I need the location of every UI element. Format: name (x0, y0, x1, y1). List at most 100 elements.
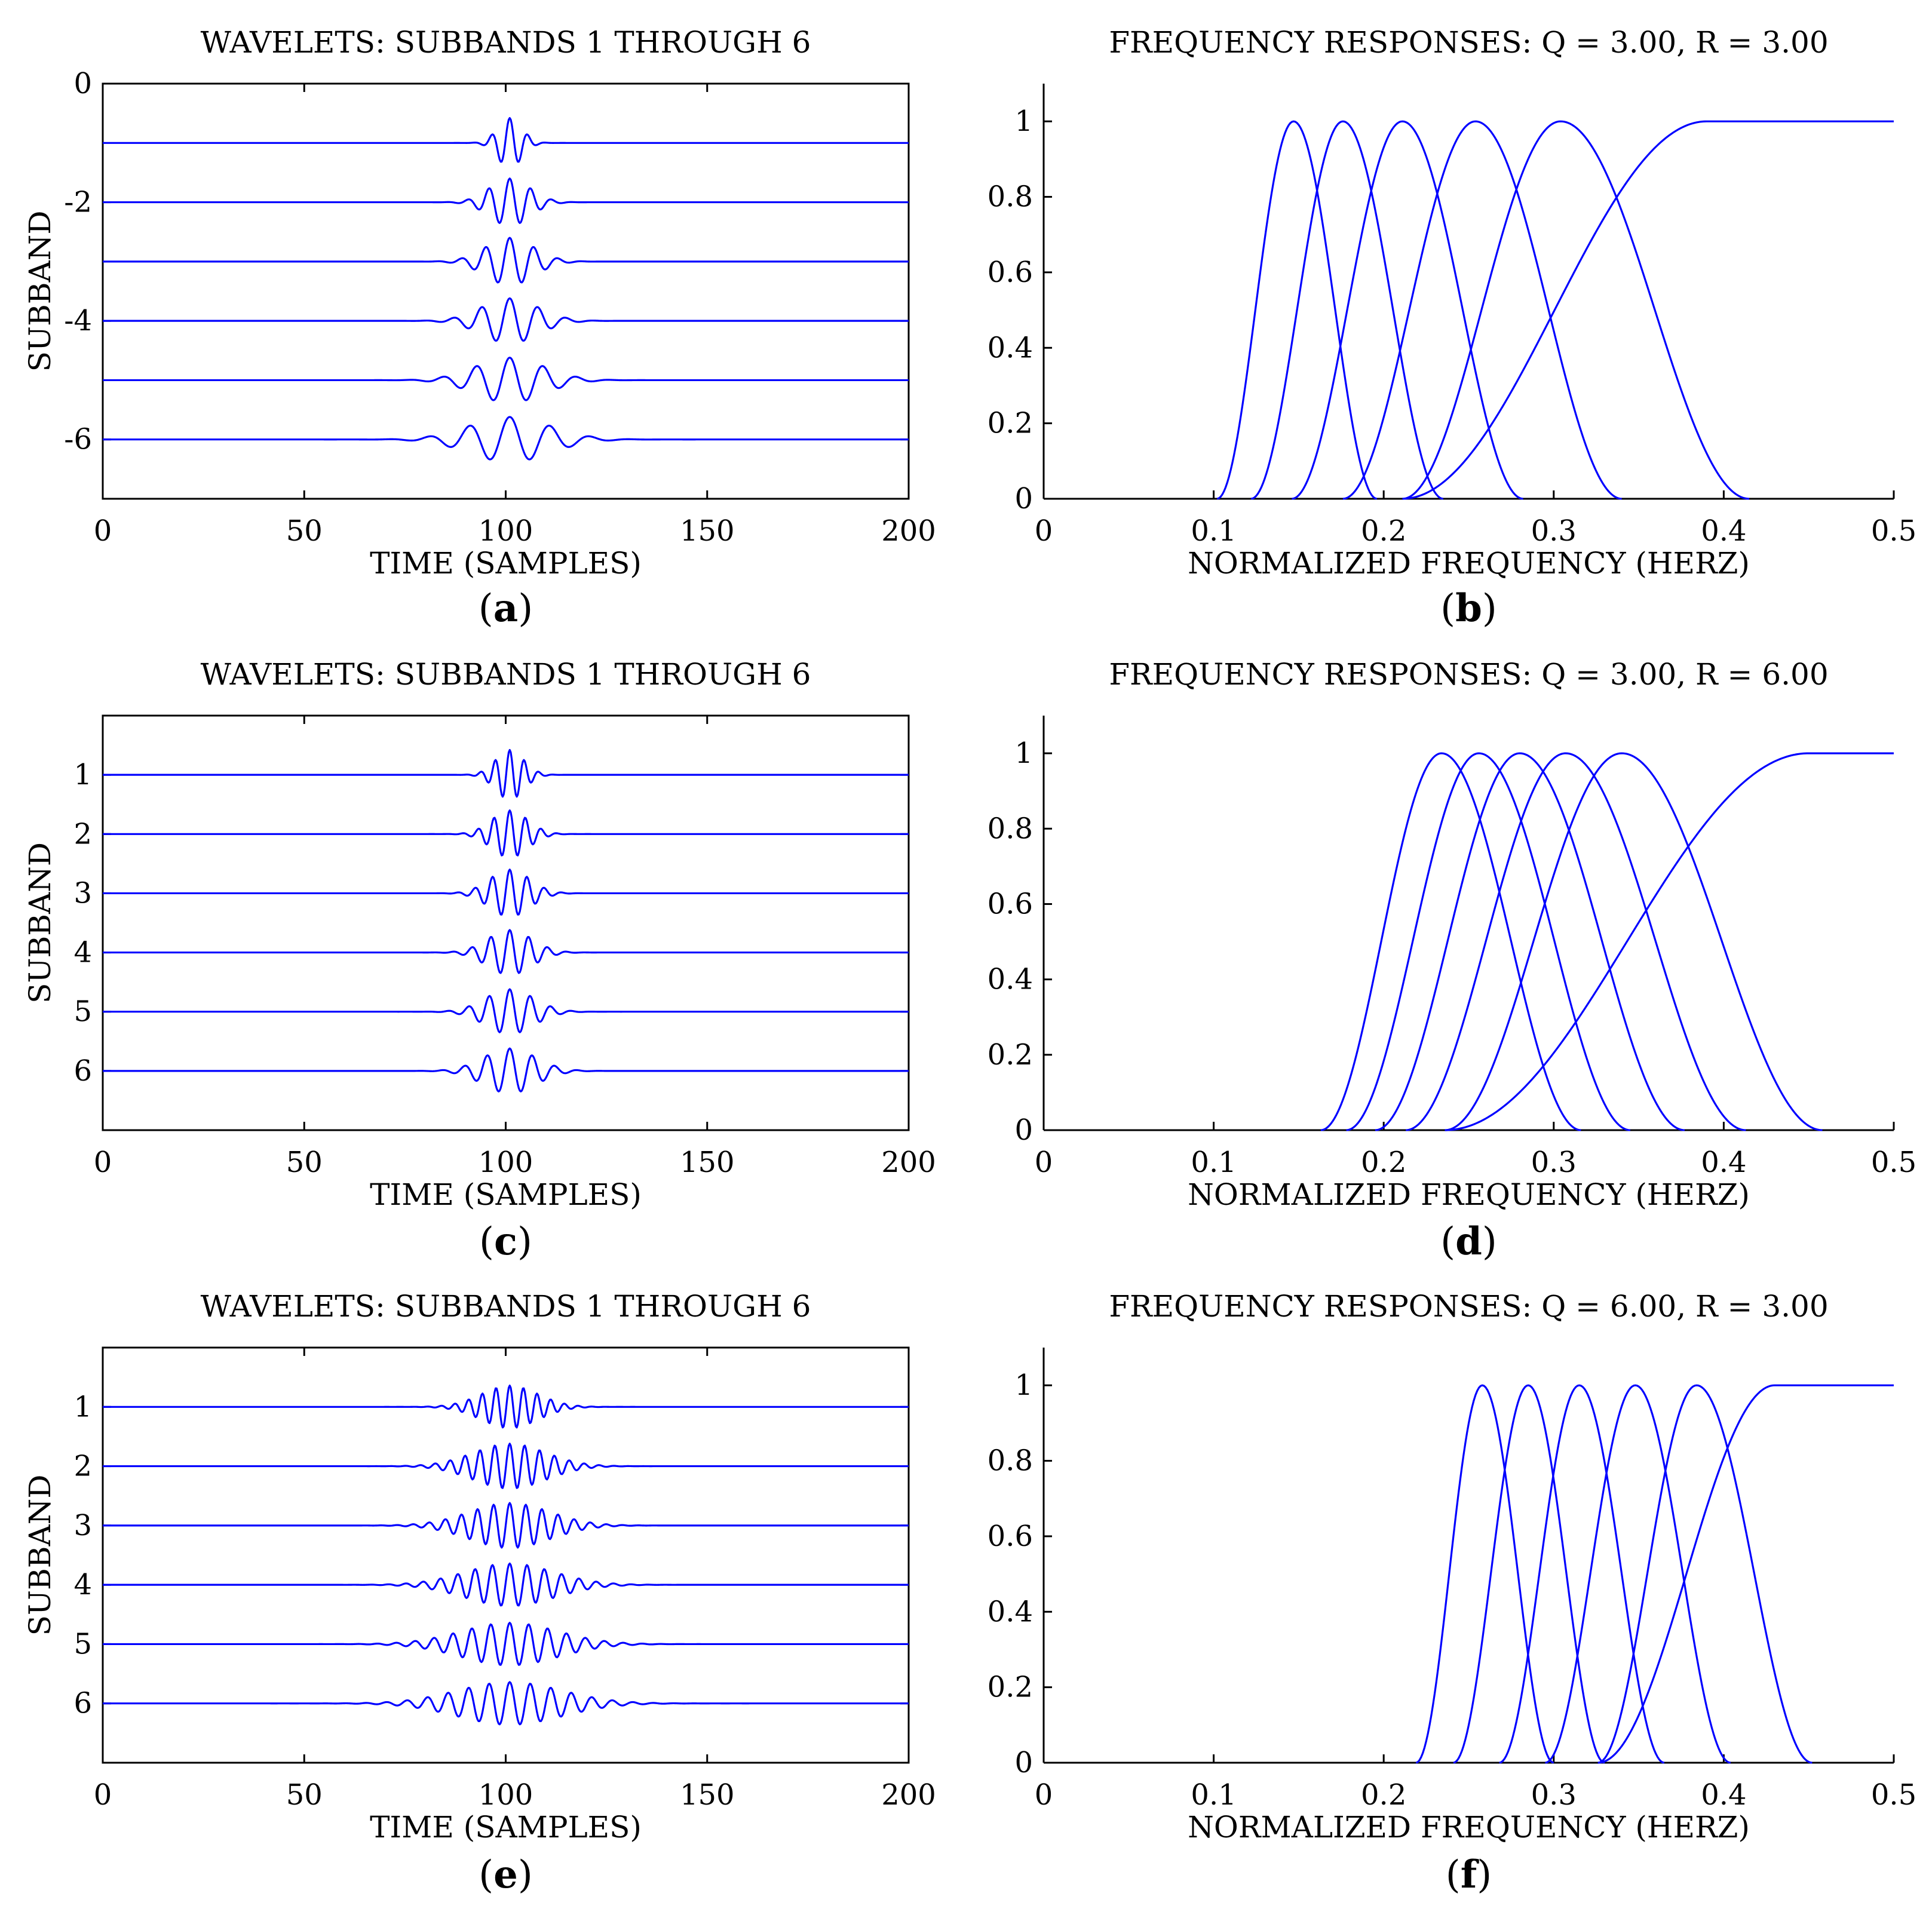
y-tick-label: 2 (73, 817, 92, 851)
panel-title: WAVELETS: SUBBANDS 1 THROUGH 6 (201, 25, 811, 60)
y-tick-label: 1 (73, 758, 92, 791)
wavelet-subband-3 (103, 237, 909, 284)
y-axis-label: SUBBAND (23, 842, 57, 1004)
band-response-1 (1216, 120, 1378, 500)
y-tick-label: 2 (73, 1450, 92, 1483)
highpass-response (1402, 120, 1894, 500)
panel-b: FREQUENCY RESPONSES: Q = 3.00, R = 3.00 0… (988, 25, 1917, 631)
wavelet-subband-3 (103, 1502, 909, 1549)
x-tick-label: 0.4 (1701, 514, 1746, 548)
wavelet-subband-6 (103, 1681, 909, 1726)
wavelet-subband-6 (103, 1047, 909, 1093)
x-tick-label: 0.1 (1191, 1778, 1236, 1812)
y-axis-label: SUBBAND (23, 1475, 57, 1636)
x-tick-label: 0.5 (1871, 1778, 1916, 1812)
x-tick-label: 0.4 (1701, 1146, 1746, 1179)
y-tick-label: 5 (73, 995, 92, 1029)
panel-label: (f) (1446, 1852, 1492, 1897)
x-tick-label: 0 (1035, 514, 1053, 548)
x-axis-label: TIME (SAMPLES) (370, 546, 642, 581)
y-tick-label: 4 (73, 1568, 92, 1601)
x-tick-label: 0.1 (1191, 514, 1236, 548)
panel-label: (c) (479, 1219, 532, 1264)
x-axis-label: NORMALIZED FREQUENCY (HERZ) (1188, 1810, 1750, 1845)
x-tick-label: 0 (1035, 1778, 1053, 1812)
panel-a: WAVELETS: SUBBANDS 1 THROUGH 6 0 50 100 150 2… (23, 25, 936, 631)
wavelet-subband-5 (103, 357, 909, 401)
x-tick-label: 0 (94, 514, 112, 548)
panel-e: WAVELETS: SUBBANDS 1 THROUGH 6 0 50 100 150 2… (23, 1289, 936, 1897)
panel-title: FREQUENCY RESPONSES: Q = 6.00, R = 3.00 (1109, 1289, 1828, 1324)
y-tick-label: 0.8 (988, 180, 1033, 214)
y-tick-label: -2 (64, 186, 92, 219)
wavelet-subband-5 (103, 988, 909, 1033)
y-tick-label: 0.2 (988, 1671, 1033, 1704)
y-tick-label: 3 (73, 876, 92, 910)
panel-letter: f (1461, 1852, 1479, 1897)
wavelet-subband-4 (103, 929, 909, 974)
band-response-1 (1415, 1384, 1554, 1764)
x-tick-label: 0.1 (1191, 1146, 1236, 1179)
y-tick-label: 0.6 (988, 887, 1033, 920)
x-tick-label: 0.4 (1701, 1778, 1746, 1812)
panel-letter: e (493, 1852, 518, 1897)
wavelet-subband-3 (103, 869, 909, 916)
y-tick-label: 0.6 (988, 256, 1033, 289)
band-response-1 (1320, 752, 1581, 1131)
band-response-2 (1346, 752, 1630, 1131)
x-tick-label: 200 (881, 1778, 936, 1812)
y-tick-label: 0.4 (988, 963, 1033, 996)
band-response-4 (1406, 752, 1746, 1131)
x-tick-label: 0.3 (1531, 1146, 1577, 1179)
panel-letter: c (494, 1219, 517, 1264)
x-tick-label: 200 (881, 1146, 936, 1179)
panel-label: (d) (1440, 1219, 1497, 1264)
highpass-response (1597, 1384, 1894, 1764)
x-tick-label: 0.3 (1531, 514, 1577, 548)
x-axis-label: NORMALIZED FREQUENCY (HERZ) (1188, 1177, 1750, 1212)
x-tick-label: 0.3 (1531, 1778, 1577, 1812)
panel-label: (b) (1440, 586, 1497, 631)
x-tick-label: 0.2 (1361, 1146, 1406, 1179)
x-tick-label: 100 (479, 1778, 533, 1812)
x-tick-label: 100 (479, 514, 533, 548)
band-response-3 (1499, 1384, 1665, 1764)
band-response-2 (1250, 120, 1444, 500)
y-tick-label: 0 (73, 67, 92, 100)
x-axis-label: NORMALIZED FREQUENCY (HERZ) (1188, 546, 1750, 581)
panel-letter: d (1455, 1219, 1482, 1264)
panel-letter: b (1455, 586, 1482, 631)
panel-title: FREQUENCY RESPONSES: Q = 3.00, R = 6.00 (1109, 657, 1828, 692)
panel-label: (e) (479, 1852, 533, 1897)
x-tick-label: 200 (881, 514, 936, 548)
band-response-4 (1545, 1384, 1731, 1764)
x-tick-label: 50 (286, 1778, 323, 1812)
panel-title: WAVELETS: SUBBANDS 1 THROUGH 6 (201, 657, 811, 692)
band-response-5 (1445, 752, 1823, 1131)
y-tick-label: 3 (73, 1509, 92, 1542)
x-tick-label: 0 (94, 1778, 112, 1812)
y-tick-label: 0.8 (988, 812, 1033, 845)
y-tick-label: 6 (73, 1054, 92, 1088)
y-tick-label: -6 (64, 423, 92, 456)
y-tick-label: 6 (73, 1687, 92, 1720)
panel-label: (a) (479, 586, 533, 631)
y-tick-label: 0.8 (988, 1444, 1033, 1478)
wavelet-subband-1 (103, 116, 909, 163)
wavelet-subband-5 (103, 1622, 909, 1666)
y-tick-label: 0.6 (988, 1520, 1033, 1553)
wavelet-subband-4 (103, 1562, 909, 1607)
band-response-2 (1453, 1384, 1605, 1764)
band-response-5 (1402, 120, 1750, 500)
wavelet-subband-2 (103, 1443, 909, 1489)
wavelet-subband-1 (103, 1384, 909, 1429)
y-tick-label: 1 (73, 1390, 92, 1423)
x-tick-label: 50 (286, 514, 323, 548)
y-tick-label: 1 (1014, 1368, 1033, 1402)
x-tick-label: 150 (680, 1778, 735, 1812)
band-response-3 (1292, 120, 1523, 500)
x-tick-label: 100 (479, 1146, 533, 1179)
panel-c: WAVELETS: SUBBANDS 1 THROUGH 6 0 50 100 150 2… (23, 657, 936, 1264)
panel-f: FREQUENCY RESPONSES: Q = 6.00, R = 3.00 0… (988, 1289, 1917, 1897)
